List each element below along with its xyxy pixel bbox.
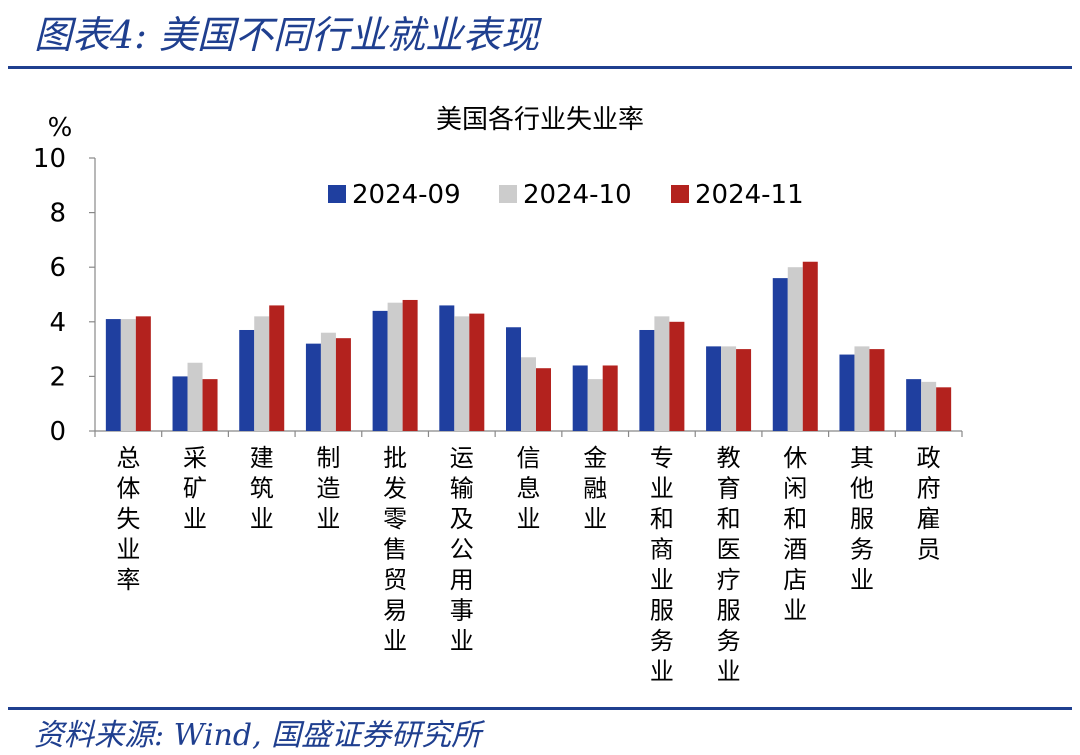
bar [802, 261, 818, 431]
y-axis-unit-label: % [48, 113, 73, 143]
bar [736, 349, 752, 431]
category-label: 教育和医疗服务业 [717, 444, 741, 686]
bar [906, 379, 922, 431]
bar [639, 329, 655, 431]
y-tick-label: 4 [49, 308, 66, 338]
legend-swatch [499, 185, 517, 203]
bar [135, 316, 151, 431]
legend-label: 2024-11 [695, 180, 804, 210]
legend-swatch [671, 185, 689, 203]
legend-swatch [328, 185, 346, 203]
legend: 2024-09 2024-10 2024-11 [328, 180, 804, 210]
bar [869, 349, 885, 431]
category-label: 批发零售贸易业 [383, 444, 407, 655]
category-label: 制造业 [316, 444, 340, 533]
figure-title: 图表4: 美国不同行业就业表现 [34, 13, 540, 57]
y-tick-label: 8 [49, 199, 66, 229]
bar [269, 305, 285, 431]
bar [506, 327, 521, 431]
bar [320, 332, 336, 431]
bar [936, 387, 952, 431]
bar [921, 381, 937, 431]
top-rule [8, 66, 1072, 69]
bar [335, 338, 351, 431]
bar [187, 362, 203, 431]
category-label: 其他服务业 [850, 444, 874, 594]
category-label: 专业和商业服务业 [650, 444, 674, 686]
category-label: 总体失业率 [116, 444, 140, 594]
category-label: 政府雇员 [917, 444, 941, 564]
bar [305, 343, 321, 431]
bar [669, 321, 685, 431]
axes: 0 2 4 6 8 10 [33, 144, 963, 447]
legend-label: 2024-10 [523, 180, 632, 210]
y-tick-label: 10 [33, 144, 66, 174]
chart-title: 美国各行业失业率 [436, 105, 644, 135]
bar [402, 299, 418, 431]
bar [372, 310, 388, 431]
y-tick-label: 2 [49, 362, 66, 392]
category-label: 信息业 [517, 444, 541, 533]
bar [772, 278, 788, 431]
y-tick-label: 6 [49, 253, 66, 283]
bar [587, 379, 603, 431]
bar [202, 379, 218, 431]
y-tick-label: 0 [49, 417, 66, 447]
bar [469, 313, 485, 431]
bar [439, 305, 455, 431]
bar [854, 346, 870, 431]
bar [254, 316, 270, 431]
category-labels: 总体失业率 采矿业 建筑业 制造业 批发零售贸易业 运输及公用事业 信息业 金融业 专业和商业服… [116, 444, 940, 686]
category-label: 运输及公用事业 [450, 444, 474, 655]
category-label: 建筑业 [250, 444, 274, 533]
bar [602, 365, 618, 431]
bar [654, 316, 670, 431]
bar [239, 329, 255, 431]
legend-label: 2024-09 [352, 180, 461, 210]
bar [721, 346, 737, 431]
bottom-rule [8, 707, 1072, 710]
category-label: 休闲和酒店业 [783, 444, 807, 625]
bars-group [105, 261, 952, 431]
category-label: 金融业 [583, 444, 607, 533]
source-note: 资料来源: Wind, 国盛证券研究所 [34, 718, 482, 753]
bar [706, 346, 722, 431]
bar [521, 357, 536, 431]
category-label: 采矿业 [183, 444, 207, 533]
bar [172, 376, 188, 431]
bar [572, 365, 588, 431]
bar [839, 354, 855, 431]
bar [536, 368, 551, 431]
bar [120, 319, 136, 431]
bar [105, 319, 121, 431]
bar [454, 316, 470, 431]
bar [387, 302, 403, 431]
bar [787, 267, 803, 431]
bar-chart: 美国各行业失业率 % 0 2 4 6 8 10 2024-09 2024-10 2024-11… [33, 105, 963, 686]
